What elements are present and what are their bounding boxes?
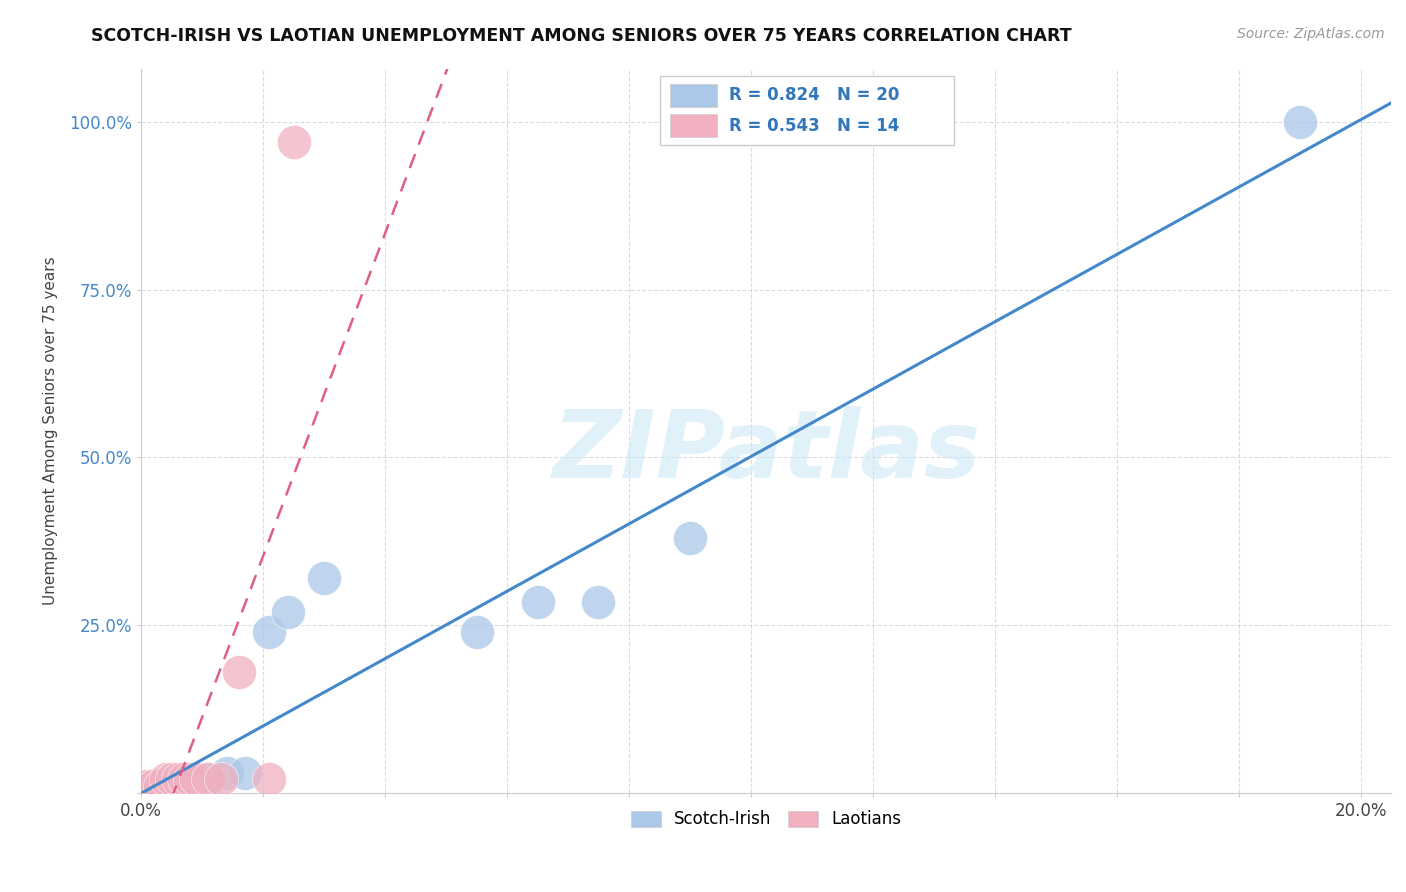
Legend: Scotch-Irish, Laotians: Scotch-Irish, Laotians bbox=[624, 804, 908, 835]
Point bbox=[233, 765, 256, 780]
Point bbox=[136, 779, 159, 793]
Text: R = 0.543   N = 14: R = 0.543 N = 14 bbox=[728, 117, 898, 135]
Point bbox=[148, 779, 170, 793]
Point bbox=[1288, 115, 1310, 129]
Point bbox=[197, 772, 219, 787]
FancyBboxPatch shape bbox=[669, 84, 717, 107]
Point bbox=[173, 779, 195, 793]
Point bbox=[166, 779, 188, 793]
Point bbox=[679, 531, 702, 545]
Point bbox=[155, 779, 177, 793]
Point bbox=[166, 772, 188, 787]
Point bbox=[526, 594, 548, 608]
Point bbox=[314, 571, 336, 585]
Text: SCOTCH-IRISH VS LAOTIAN UNEMPLOYMENT AMONG SENIORS OVER 75 YEARS CORRELATION CHA: SCOTCH-IRISH VS LAOTIAN UNEMPLOYMENT AMO… bbox=[91, 27, 1071, 45]
Text: ZIPatlas: ZIPatlas bbox=[553, 407, 980, 499]
Point bbox=[283, 136, 305, 150]
Point bbox=[155, 772, 177, 787]
Point bbox=[197, 772, 219, 787]
Point bbox=[259, 624, 281, 639]
Point bbox=[215, 765, 238, 780]
Point bbox=[184, 772, 207, 787]
Point bbox=[588, 594, 610, 608]
Point bbox=[228, 665, 250, 679]
Y-axis label: Unemployment Among Seniors over 75 years: Unemployment Among Seniors over 75 years bbox=[44, 256, 58, 605]
Point bbox=[173, 772, 195, 787]
Point bbox=[184, 772, 207, 787]
Point bbox=[142, 786, 165, 800]
Point bbox=[277, 605, 299, 619]
Point bbox=[160, 772, 183, 787]
Point bbox=[259, 772, 281, 787]
Point bbox=[179, 772, 201, 787]
Point bbox=[142, 779, 165, 793]
Text: R = 0.824   N = 20: R = 0.824 N = 20 bbox=[728, 87, 898, 104]
FancyBboxPatch shape bbox=[669, 114, 717, 137]
Point bbox=[136, 786, 159, 800]
Text: Source: ZipAtlas.com: Source: ZipAtlas.com bbox=[1237, 27, 1385, 41]
Point bbox=[179, 772, 201, 787]
Point bbox=[209, 772, 232, 787]
FancyBboxPatch shape bbox=[659, 76, 953, 145]
Point bbox=[465, 624, 488, 639]
Point bbox=[148, 786, 170, 800]
Point bbox=[160, 779, 183, 793]
